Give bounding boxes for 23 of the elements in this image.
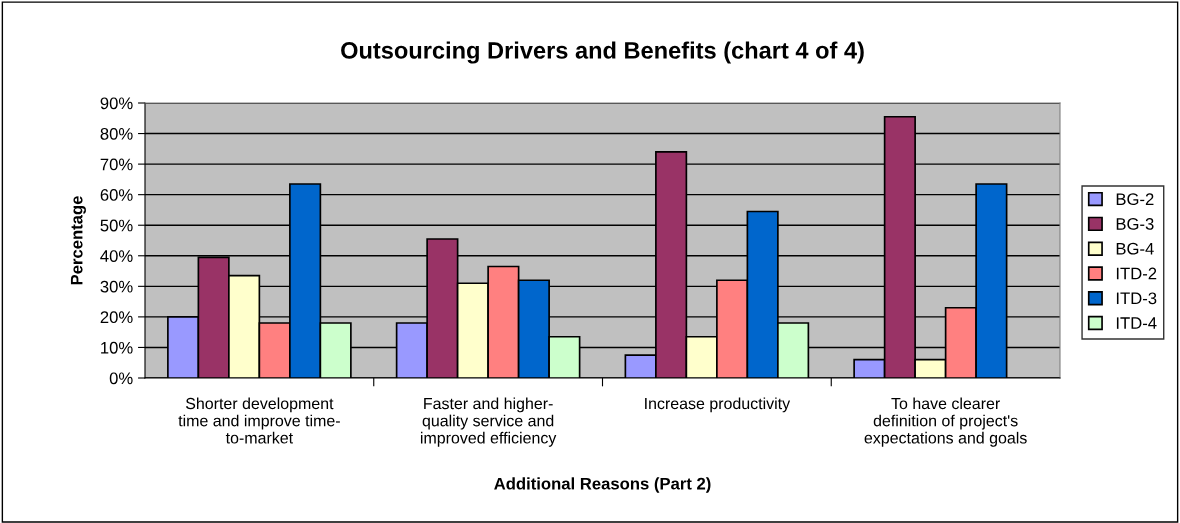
y-tick-label: 0%	[109, 372, 133, 385]
legend-label: BG-4	[1116, 242, 1154, 255]
y-tick-label: 60%	[100, 189, 133, 201]
legend-label: ITD-2	[1116, 267, 1157, 280]
x-axis-title: Additional Reasons (Part 2)	[494, 477, 711, 493]
x-tick-label: Increase productivity	[645, 397, 791, 413]
y-axis-title: Percentage	[70, 196, 86, 285]
legend-label: ITD-4	[1116, 317, 1157, 329]
legend-label: BG-3	[1116, 218, 1154, 230]
x-tick-label: Shorter development time and improve time- to-market	[178, 397, 340, 444]
legend-label: ITD-3	[1116, 292, 1157, 305]
y-tick-label: 10%	[101, 341, 133, 354]
chart-title: Outsourcing Drivers and Benefits (chart 4 of 4)	[341, 41, 864, 64]
y-tick-label: 40%	[100, 250, 133, 262]
y-tick-label: 50%	[100, 219, 133, 232]
legend-label: BG-2	[1116, 193, 1154, 206]
y-tick-label: 90%	[100, 97, 133, 110]
x-tick-label: To have clearer definition of project's expectations and goals	[864, 397, 1027, 447]
y-tick-label: 20%	[100, 311, 133, 324]
y-tick-label: 80%	[100, 127, 133, 140]
y-tick-label: 30%	[100, 280, 133, 293]
x-tick-label: Faster and higher- quality service and improved efficiency	[420, 397, 557, 447]
y-tick-label: 70%	[100, 158, 133, 171]
